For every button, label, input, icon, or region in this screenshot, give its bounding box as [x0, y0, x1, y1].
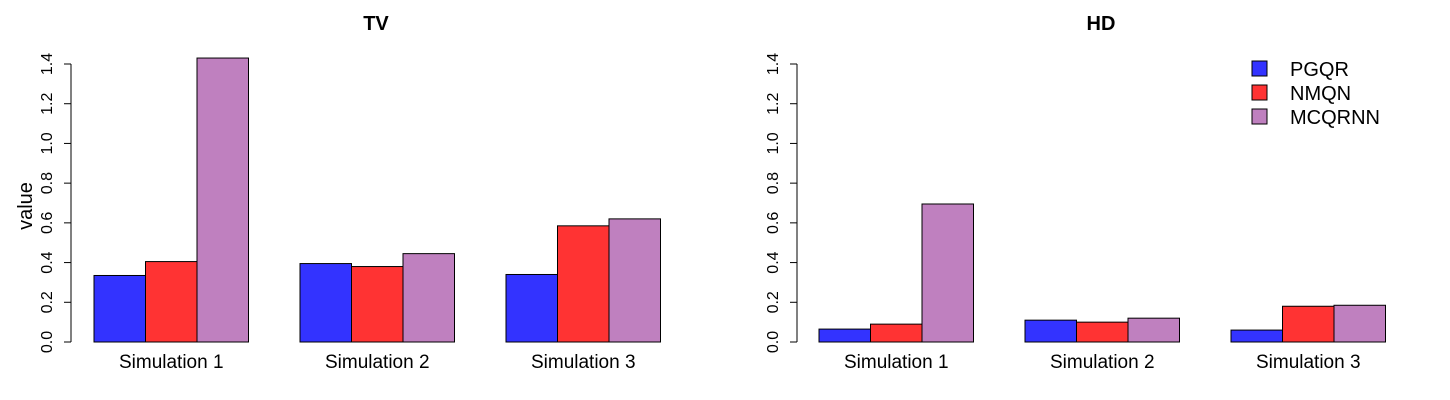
legend-swatch-mcqrnn [1251, 108, 1268, 125]
bar-nmqn-sim2 [351, 266, 404, 343]
y-tick-label: 0.4 [765, 251, 782, 273]
y-tick-label: 0.0 [39, 331, 56, 353]
legend-label-nmqn: NMQN [1290, 83, 1351, 105]
chart-panel-tv: TV 0.0 0.2 0.4 0.6 0.8 1.0 1.2 1.4 value Simulatio… [15, 13, 661, 373]
bar-mcqrnn-sim3 [608, 218, 661, 343]
bar-nmqn-sim3 [557, 225, 610, 343]
bar-pgqr-sim2 [299, 263, 352, 343]
y-tick-label: 0.2 [39, 291, 56, 313]
bar-nmqn-sim1 [145, 261, 198, 343]
bar-nmqn-sim3 [1282, 305, 1335, 343]
y-tick-label: 1.0 [765, 132, 782, 154]
legend-label-mcqrnn: MCQRNN [1290, 107, 1380, 129]
y-tick-label: 0.6 [39, 212, 56, 234]
legend-label-pgqr: PGQR [1290, 59, 1349, 81]
chart-title: TV [363, 13, 389, 35]
y-tick-label: 0.8 [765, 172, 782, 194]
x-category-label: Simulation 2 [325, 352, 430, 373]
x-category-label: Simulation 1 [119, 352, 224, 373]
bar-mcqrnn-sim1 [921, 203, 974, 343]
chart-title: HD [1087, 13, 1116, 35]
y-tick-label: 0.0 [765, 331, 782, 353]
y-tick-label: 0.6 [765, 212, 782, 234]
bar-pgqr-sim2 [1024, 319, 1077, 343]
y-axis-title: value [15, 182, 37, 230]
bar-mcqrnn-sim1 [196, 57, 249, 343]
y-tick-label: 1.2 [765, 92, 782, 114]
bar-pgqr-sim3 [1230, 329, 1283, 343]
bar-pgqr-sim3 [505, 273, 558, 343]
bar-mcqrnn-sim3 [1333, 304, 1386, 343]
y-tick-label: 0.8 [39, 172, 56, 194]
y-tick-label: 1.0 [39, 132, 56, 154]
bar-nmqn-sim2 [1076, 321, 1129, 343]
y-tick-label: 1.2 [39, 92, 56, 114]
x-category-label: Simulation 2 [1050, 352, 1155, 373]
bar-nmqn-sim1 [870, 323, 923, 343]
bar-mcqrnn-sim2 [402, 253, 455, 343]
x-category-label: Simulation 1 [844, 352, 949, 373]
y-tick-label: 1.4 [39, 53, 56, 75]
y-tick-label: 0.2 [765, 291, 782, 313]
y-tick-label: 0.4 [39, 251, 56, 273]
x-category-label: Simulation 3 [531, 352, 636, 373]
legend-swatch-pgqr [1251, 60, 1268, 77]
y-tick-label: 1.4 [765, 53, 782, 75]
bar-pgqr-sim1 [93, 274, 146, 343]
bar-mcqrnn-sim2 [1127, 317, 1180, 343]
bar-pgqr-sim1 [818, 328, 871, 343]
legend-swatch-nmqn [1251, 84, 1268, 101]
chart-panel-hd: HD 0.0 0.2 0.4 0.6 0.8 1.0 1.2 1.4 Simulation 1 Si… [765, 13, 1386, 373]
x-category-label: Simulation 3 [1256, 352, 1361, 373]
